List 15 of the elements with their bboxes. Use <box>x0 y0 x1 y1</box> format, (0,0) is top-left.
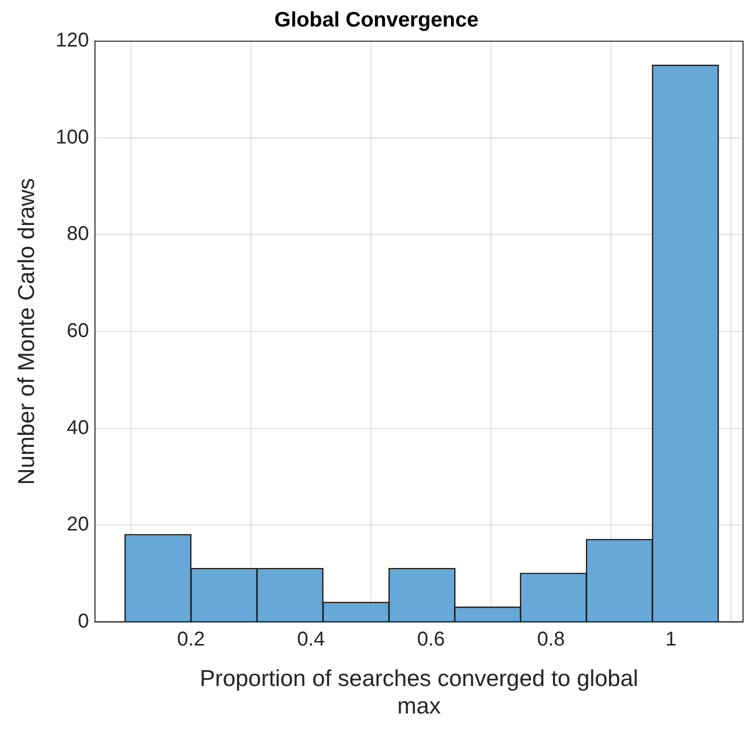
y-tick-label: 100 <box>56 126 89 148</box>
x-tick-label: 0.6 <box>417 628 445 650</box>
y-tick-label: 60 <box>66 320 89 342</box>
x-axis-title: Proportion of searches converged to global max <box>200 664 638 719</box>
y-tick-label: 40 <box>66 416 89 439</box>
x-tick-label: 1 <box>665 628 677 650</box>
y-tick-label: 80 <box>66 223 89 246</box>
x-tick-label: 0.4 <box>297 628 325 650</box>
y-tick-label: 20 <box>66 514 89 536</box>
chart-title: Global Convergence <box>274 8 479 32</box>
x-tick-label: 0.8 <box>537 628 565 650</box>
x-tick-label: 0.2 <box>177 628 205 650</box>
y-axis-title: Number of Monte Carlo draws <box>13 178 40 485</box>
y-tick-label: 0 <box>78 610 89 632</box>
y-tick-label: 120 <box>56 30 89 52</box>
